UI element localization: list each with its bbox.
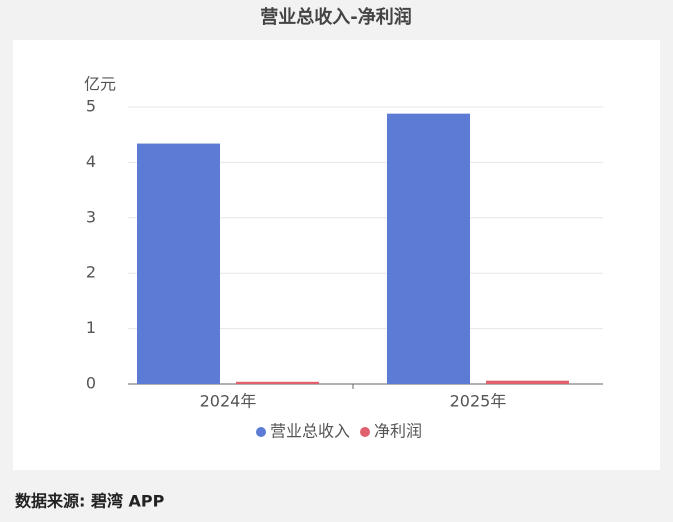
bar bbox=[486, 380, 569, 384]
y-tick-label: 3 bbox=[86, 207, 96, 226]
panel bbox=[13, 40, 660, 470]
legend-label: 净利润 bbox=[374, 422, 422, 441]
y-tick-label: 1 bbox=[86, 318, 96, 337]
legend-marker bbox=[256, 427, 266, 437]
x-tick-label: 2025年 bbox=[450, 392, 507, 411]
y-tick-label: 4 bbox=[86, 152, 96, 171]
x-tick-label: 2024年 bbox=[200, 392, 257, 411]
y-tick-label: 0 bbox=[86, 374, 96, 393]
bar bbox=[137, 143, 220, 384]
legend-marker bbox=[360, 427, 371, 437]
y-tick-label: 5 bbox=[86, 97, 96, 116]
bar bbox=[387, 113, 470, 384]
legend-label: 营业总收入 bbox=[270, 422, 350, 441]
y-unit-label: 亿元 bbox=[84, 75, 116, 94]
chart-title: 营业总收入-净利润 bbox=[260, 6, 411, 28]
source: 数据来源: 碧湾 APP bbox=[15, 492, 165, 511]
bar bbox=[236, 381, 319, 384]
y-tick-label: 2 bbox=[86, 263, 96, 282]
